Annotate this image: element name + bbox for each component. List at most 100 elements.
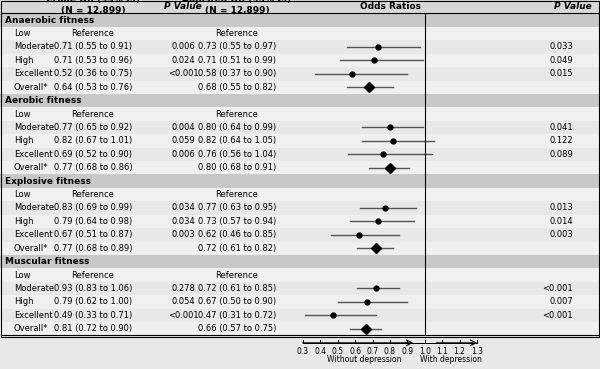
Text: 0.58 (0.37 to 0.90): 0.58 (0.37 to 0.90) bbox=[198, 69, 276, 78]
FancyBboxPatch shape bbox=[0, 148, 600, 161]
FancyBboxPatch shape bbox=[0, 13, 600, 27]
FancyBboxPatch shape bbox=[0, 107, 600, 121]
FancyBboxPatch shape bbox=[0, 188, 600, 201]
Text: 0.006: 0.006 bbox=[171, 150, 195, 159]
Text: Overall*: Overall* bbox=[14, 163, 48, 172]
Text: Overall*: Overall* bbox=[14, 83, 48, 92]
Text: Excellent: Excellent bbox=[14, 69, 52, 78]
Text: 0.83 (0.69 to 0.99): 0.83 (0.69 to 0.99) bbox=[54, 203, 132, 213]
Text: 0.49 (0.33 to 0.71): 0.49 (0.33 to 0.71) bbox=[54, 311, 132, 320]
Text: Moderate: Moderate bbox=[14, 284, 54, 293]
Text: 0.003: 0.003 bbox=[171, 230, 195, 239]
Text: 0.5: 0.5 bbox=[332, 346, 344, 355]
Text: Reference: Reference bbox=[71, 190, 115, 199]
Text: 0.67 (0.50 to 0.90): 0.67 (0.50 to 0.90) bbox=[198, 297, 276, 306]
Text: 0.033: 0.033 bbox=[549, 42, 573, 51]
Text: 0.77 (0.68 to 0.89): 0.77 (0.68 to 0.89) bbox=[54, 244, 132, 253]
Text: 0.80 (0.64 to 0.99): 0.80 (0.64 to 0.99) bbox=[198, 123, 276, 132]
Text: 0.4: 0.4 bbox=[314, 346, 326, 355]
Text: 0.059: 0.059 bbox=[171, 137, 195, 145]
Text: 0.014: 0.014 bbox=[550, 217, 573, 226]
Text: Aerobic fitness: Aerobic fitness bbox=[5, 96, 82, 105]
Text: 0.3: 0.3 bbox=[297, 346, 309, 355]
Text: Low: Low bbox=[14, 190, 30, 199]
FancyBboxPatch shape bbox=[0, 94, 600, 107]
Text: 0.015: 0.015 bbox=[550, 69, 573, 78]
Text: Reference: Reference bbox=[71, 270, 115, 280]
FancyBboxPatch shape bbox=[0, 80, 600, 94]
Text: Excellent: Excellent bbox=[14, 311, 52, 320]
Text: 0.72 (0.61 to 0.82): 0.72 (0.61 to 0.82) bbox=[198, 244, 276, 253]
Text: 0.034: 0.034 bbox=[171, 203, 195, 213]
FancyBboxPatch shape bbox=[0, 0, 600, 13]
Text: 0.47 (0.31 to 0.72): 0.47 (0.31 to 0.72) bbox=[198, 311, 276, 320]
Text: 0.004: 0.004 bbox=[171, 123, 195, 132]
FancyBboxPatch shape bbox=[0, 215, 600, 228]
FancyBboxPatch shape bbox=[0, 40, 600, 54]
Text: Muscular fitness: Muscular fitness bbox=[5, 257, 89, 266]
Text: Excellent: Excellent bbox=[14, 150, 52, 159]
Text: Moderate: Moderate bbox=[14, 42, 54, 51]
FancyBboxPatch shape bbox=[0, 27, 600, 40]
Text: 0.82 (0.67 to 1.01): 0.82 (0.67 to 1.01) bbox=[54, 137, 132, 145]
Text: 0.82 (0.64 to 1.05): 0.82 (0.64 to 1.05) bbox=[198, 137, 276, 145]
Text: 0.122: 0.122 bbox=[550, 137, 573, 145]
Text: Moderate: Moderate bbox=[14, 123, 54, 132]
Text: P Value: P Value bbox=[164, 2, 202, 11]
Text: 1.3: 1.3 bbox=[471, 346, 483, 355]
Text: 0.79 (0.62 to 1.00): 0.79 (0.62 to 1.00) bbox=[54, 297, 132, 306]
Text: 0.64 (0.53 to 0.76): 0.64 (0.53 to 0.76) bbox=[54, 83, 132, 92]
Text: Reference: Reference bbox=[215, 190, 259, 199]
Text: Reference: Reference bbox=[215, 110, 259, 118]
Text: 0.73 (0.57 to 0.94): 0.73 (0.57 to 0.94) bbox=[198, 217, 276, 226]
Text: Explosive fitness: Explosive fitness bbox=[5, 177, 91, 186]
Text: 0.006: 0.006 bbox=[171, 42, 195, 51]
Text: High: High bbox=[14, 297, 34, 306]
Text: 0.041: 0.041 bbox=[550, 123, 573, 132]
Text: 0.6: 0.6 bbox=[349, 346, 361, 355]
Text: Low: Low bbox=[14, 270, 30, 280]
FancyBboxPatch shape bbox=[0, 161, 600, 175]
Text: 0.013: 0.013 bbox=[549, 203, 573, 213]
Text: Low: Low bbox=[14, 29, 30, 38]
Text: Excellent: Excellent bbox=[14, 230, 52, 239]
Text: 0.71 (0.53 to 0.96): 0.71 (0.53 to 0.96) bbox=[54, 56, 132, 65]
Text: Reference: Reference bbox=[71, 29, 115, 38]
Text: 1.0: 1.0 bbox=[419, 346, 431, 355]
FancyBboxPatch shape bbox=[0, 134, 600, 148]
FancyBboxPatch shape bbox=[0, 295, 600, 308]
Text: 0.62 (0.46 to 0.85): 0.62 (0.46 to 0.85) bbox=[198, 230, 276, 239]
FancyBboxPatch shape bbox=[0, 308, 600, 322]
Text: 1.1: 1.1 bbox=[436, 346, 448, 355]
Text: 0.034: 0.034 bbox=[171, 217, 195, 226]
Text: 0.77 (0.63 to 0.95): 0.77 (0.63 to 0.95) bbox=[198, 203, 276, 213]
FancyBboxPatch shape bbox=[0, 54, 600, 67]
Text: 0.9: 0.9 bbox=[401, 346, 413, 355]
Text: High: High bbox=[14, 56, 34, 65]
Text: <0.001: <0.001 bbox=[542, 311, 573, 320]
FancyBboxPatch shape bbox=[0, 255, 600, 268]
Text: Without depression: Without depression bbox=[326, 355, 401, 364]
FancyBboxPatch shape bbox=[0, 175, 600, 188]
Text: 0.80 (0.68 to 0.91): 0.80 (0.68 to 0.91) bbox=[198, 163, 276, 172]
Text: 0.52 (0.36 to 0.75): 0.52 (0.36 to 0.75) bbox=[54, 69, 132, 78]
Text: <0.001: <0.001 bbox=[167, 69, 199, 78]
FancyBboxPatch shape bbox=[0, 228, 600, 242]
Text: Crude OR (95% CI)
(N = 12,899): Crude OR (95% CI) (N = 12,899) bbox=[46, 0, 140, 15]
FancyBboxPatch shape bbox=[0, 121, 600, 134]
Text: P Value: P Value bbox=[554, 2, 592, 11]
Text: High: High bbox=[14, 137, 34, 145]
Text: With depression: With depression bbox=[420, 355, 482, 364]
Text: 0.054: 0.054 bbox=[171, 297, 195, 306]
Text: 0.79 (0.64 to 0.98): 0.79 (0.64 to 0.98) bbox=[54, 217, 132, 226]
Text: 0.93 (0.83 to 1.06): 0.93 (0.83 to 1.06) bbox=[54, 284, 132, 293]
FancyBboxPatch shape bbox=[0, 268, 600, 282]
Text: 0.089: 0.089 bbox=[549, 150, 573, 159]
Text: 0.77 (0.65 to 0.92): 0.77 (0.65 to 0.92) bbox=[54, 123, 132, 132]
Text: 0.049: 0.049 bbox=[550, 56, 573, 65]
Text: Overall*: Overall* bbox=[14, 324, 48, 333]
Text: Reference: Reference bbox=[71, 110, 115, 118]
FancyBboxPatch shape bbox=[0, 242, 600, 255]
Text: 0.278: 0.278 bbox=[171, 284, 195, 293]
Text: 0.72 (0.61 to 0.85): 0.72 (0.61 to 0.85) bbox=[198, 284, 276, 293]
